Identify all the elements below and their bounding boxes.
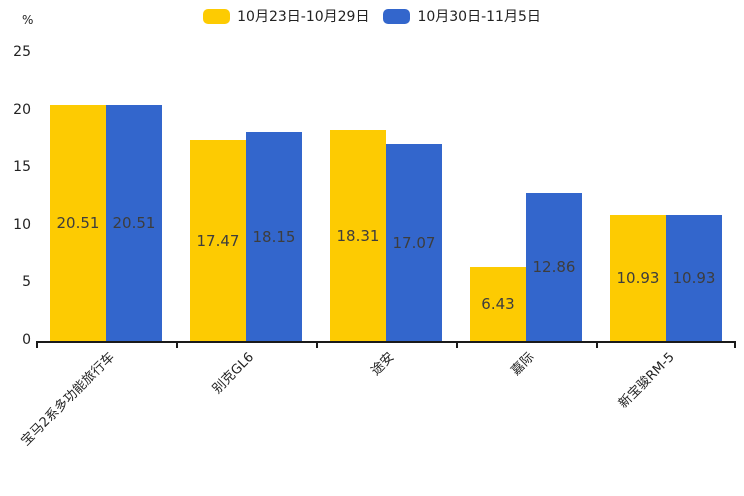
y-tick-label: 15 bbox=[13, 159, 31, 176]
y-tick-label: 25 bbox=[13, 44, 31, 60]
bar-series-1-category-3: 12.86 bbox=[526, 193, 582, 341]
x-category-label-3: 嘉际 bbox=[508, 349, 538, 379]
x-axis-tick-mark bbox=[734, 341, 736, 348]
bar-value-label: 17.47 bbox=[196, 231, 240, 250]
bar-series-1-category-1: 18.15 bbox=[246, 132, 302, 341]
bar-value-label: 10.93 bbox=[672, 269, 716, 287]
y-tick-label: 0 bbox=[22, 332, 31, 348]
bar-group-2: 18.31 17.07 bbox=[316, 53, 456, 341]
bar-series-1-category-0: 20.51 bbox=[106, 105, 162, 341]
bar-value-label: 20.51 bbox=[56, 214, 100, 232]
bar-series-0-category-4: 10.93 bbox=[610, 215, 666, 341]
y-tick-label: 20 bbox=[13, 101, 31, 118]
bar-series-0-category-1: 17.47 bbox=[190, 140, 246, 341]
bar-value-label: 6.43 bbox=[481, 295, 515, 313]
y-axis-unit-label: % bbox=[22, 13, 34, 27]
legend-swatch-icon bbox=[203, 8, 231, 24]
bar-series-1-category-4: 10.93 bbox=[666, 215, 722, 341]
bar-groups: 20.51 20.51 17.47 18.15 18.31 17.07 6.43 12.86 1… bbox=[36, 53, 736, 341]
bar-group-3: 6.43 12.86 bbox=[456, 53, 596, 341]
x-category-label-2: 途安 bbox=[368, 349, 398, 379]
legend-item-series-1: 10月30日-11月5日 bbox=[383, 6, 541, 26]
legend-swatch-icon bbox=[383, 8, 411, 24]
plot-area: 20.51 20.51 17.47 18.15 18.31 17.07 6.43 12.86 1… bbox=[36, 53, 736, 348]
legend-label: 10月30日-11月5日 bbox=[417, 9, 541, 25]
bar-value-label: 18.15 bbox=[252, 227, 296, 246]
legend-label: 10月23日-10月29日 bbox=[237, 9, 370, 25]
x-axis-tick-mark bbox=[596, 341, 598, 348]
bar-series-0-category-3: 6.43 bbox=[470, 267, 526, 341]
chart-legend: 10月23日-10月29日 10月30日-11月5日 bbox=[0, 6, 744, 26]
bar-series-0-category-0: 20.51 bbox=[50, 105, 106, 341]
bar-group-4: 10.93 10.93 bbox=[596, 53, 736, 341]
legend-item-series-0: 10月23日-10月29日 bbox=[203, 6, 369, 26]
y-tick-label: 5 bbox=[22, 274, 31, 291]
bar-value-label: 18.31 bbox=[336, 226, 380, 245]
bar-group-0: 20.51 20.51 bbox=[36, 53, 176, 341]
x-axis-tick-mark bbox=[36, 341, 38, 348]
y-tick-label: 10 bbox=[13, 216, 31, 233]
x-category-label-1: 别克GL6 bbox=[210, 349, 258, 397]
bar-value-label: 20.51 bbox=[112, 214, 156, 232]
y-axis-tick-labels: 0 5 10 15 20 25 bbox=[0, 0, 31, 400]
x-category-label-4: 新宝骏RM-5 bbox=[615, 349, 678, 412]
x-axis-tick-mark bbox=[316, 341, 318, 348]
bar-value-label: 17.07 bbox=[392, 233, 436, 252]
x-axis-tick-mark bbox=[456, 341, 458, 348]
bar-value-label: 10.93 bbox=[616, 269, 660, 287]
bar-series-1-category-2: 17.07 bbox=[386, 144, 442, 341]
bar-value-label: 12.86 bbox=[532, 258, 576, 276]
bar-series-0-category-2: 18.31 bbox=[330, 130, 386, 341]
bar-group-1: 17.47 18.15 bbox=[176, 53, 316, 341]
x-axis-tick-mark bbox=[176, 341, 178, 348]
